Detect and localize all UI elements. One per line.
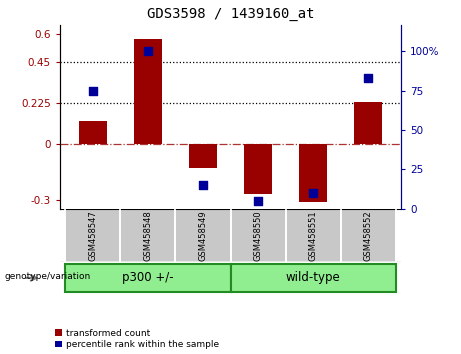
Bar [355, 102, 382, 144]
Point [254, 198, 262, 204]
Text: wild-type: wild-type [286, 272, 340, 284]
Bar [79, 120, 106, 144]
Text: GSM458549: GSM458549 [199, 210, 207, 261]
Bar [341, 209, 396, 262]
Bar [244, 144, 272, 194]
Point [89, 88, 97, 93]
Bar [65, 209, 120, 262]
Bar [176, 209, 230, 262]
Text: p300 +/-: p300 +/- [122, 272, 174, 284]
Legend: transformed count, percentile rank within the sample: transformed count, percentile rank withi… [55, 329, 219, 349]
Point [309, 190, 317, 196]
Bar [134, 39, 162, 144]
Bar [189, 144, 217, 169]
Title: GDS3598 / 1439160_at: GDS3598 / 1439160_at [147, 7, 314, 21]
Bar [299, 144, 327, 202]
Bar [230, 209, 285, 262]
Text: GSM458548: GSM458548 [143, 210, 153, 261]
Text: GSM458551: GSM458551 [308, 210, 318, 261]
Text: GSM458550: GSM458550 [254, 210, 262, 261]
Bar [65, 264, 230, 292]
Bar [285, 209, 341, 262]
Text: GSM458552: GSM458552 [364, 210, 372, 261]
Bar [230, 264, 396, 292]
Bar [120, 209, 176, 262]
Point [144, 48, 152, 54]
Text: GSM458547: GSM458547 [89, 210, 97, 261]
Text: genotype/variation: genotype/variation [5, 272, 91, 281]
Point [199, 182, 207, 188]
Point [364, 75, 372, 81]
